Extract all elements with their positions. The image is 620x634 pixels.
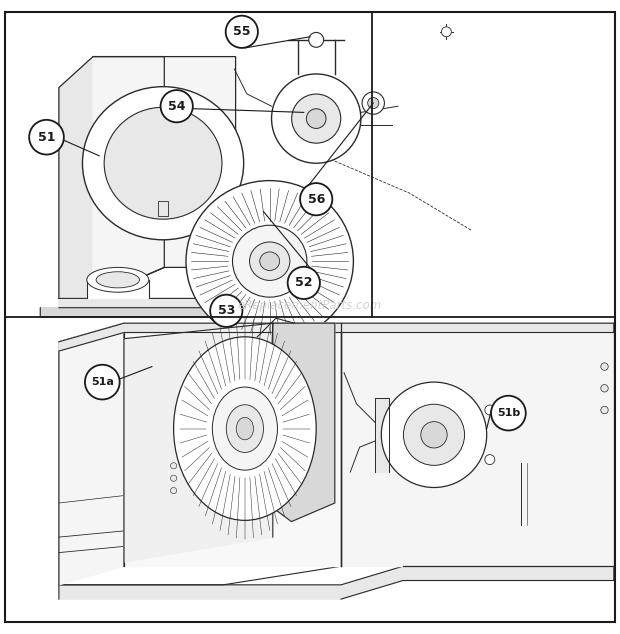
Text: 51a: 51a bbox=[91, 377, 113, 387]
Ellipse shape bbox=[104, 107, 222, 219]
Circle shape bbox=[485, 455, 495, 465]
Ellipse shape bbox=[87, 268, 149, 292]
Circle shape bbox=[300, 183, 332, 216]
Circle shape bbox=[601, 385, 608, 392]
Circle shape bbox=[381, 382, 487, 488]
Circle shape bbox=[309, 32, 324, 48]
Circle shape bbox=[362, 92, 384, 114]
Ellipse shape bbox=[249, 242, 290, 280]
Polygon shape bbox=[59, 323, 614, 351]
Polygon shape bbox=[59, 566, 614, 599]
Text: 55: 55 bbox=[233, 25, 250, 38]
Circle shape bbox=[161, 90, 193, 122]
Polygon shape bbox=[93, 56, 236, 299]
Ellipse shape bbox=[96, 272, 140, 288]
Text: 53: 53 bbox=[218, 304, 235, 317]
Circle shape bbox=[29, 120, 64, 155]
Ellipse shape bbox=[260, 252, 280, 271]
Ellipse shape bbox=[212, 387, 278, 470]
Polygon shape bbox=[124, 323, 341, 566]
Circle shape bbox=[170, 463, 177, 469]
Polygon shape bbox=[40, 307, 285, 330]
Circle shape bbox=[421, 422, 447, 448]
Ellipse shape bbox=[236, 417, 254, 440]
Polygon shape bbox=[59, 323, 124, 585]
Circle shape bbox=[85, 365, 120, 399]
Ellipse shape bbox=[226, 404, 264, 453]
Polygon shape bbox=[375, 398, 389, 472]
Circle shape bbox=[226, 16, 258, 48]
Circle shape bbox=[288, 267, 320, 299]
Text: 52: 52 bbox=[295, 276, 312, 289]
Circle shape bbox=[306, 109, 326, 129]
Circle shape bbox=[170, 488, 177, 494]
Polygon shape bbox=[59, 56, 164, 299]
Bar bbox=[158, 200, 168, 216]
Circle shape bbox=[291, 94, 341, 143]
Circle shape bbox=[601, 363, 608, 370]
Circle shape bbox=[368, 98, 379, 108]
Circle shape bbox=[441, 27, 451, 37]
Circle shape bbox=[170, 475, 177, 481]
Polygon shape bbox=[341, 323, 614, 566]
Polygon shape bbox=[124, 323, 273, 562]
Text: 56: 56 bbox=[308, 193, 325, 205]
Circle shape bbox=[404, 404, 464, 465]
Polygon shape bbox=[87, 280, 149, 299]
Text: eReplacementParts.com: eReplacementParts.com bbox=[238, 299, 382, 312]
Text: 54: 54 bbox=[168, 100, 185, 113]
Polygon shape bbox=[267, 323, 335, 522]
Circle shape bbox=[210, 295, 242, 327]
Circle shape bbox=[272, 74, 361, 163]
Circle shape bbox=[491, 396, 526, 430]
Text: 51b: 51b bbox=[497, 408, 520, 418]
Ellipse shape bbox=[232, 225, 307, 297]
Ellipse shape bbox=[186, 181, 353, 342]
Circle shape bbox=[485, 405, 495, 415]
Ellipse shape bbox=[174, 337, 316, 521]
Ellipse shape bbox=[82, 87, 244, 240]
Text: 51: 51 bbox=[38, 131, 55, 144]
Polygon shape bbox=[59, 299, 260, 320]
Circle shape bbox=[601, 406, 608, 414]
